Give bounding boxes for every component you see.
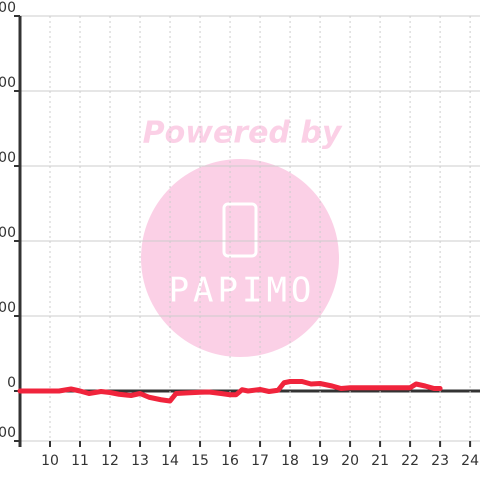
watermark-circle (141, 159, 339, 357)
x-tick-label: 14 (161, 453, 179, 469)
watermark-phone (222, 202, 258, 258)
x-tick-label: 18 (281, 453, 299, 469)
x-tick-label: 20 (341, 453, 359, 469)
x-tick-label: 22 (401, 453, 419, 469)
y-tick-label: 0 (7, 375, 16, 391)
x-tick-label: 19 (311, 453, 329, 469)
x-tick-label: 10 (41, 453, 59, 469)
x-tick-label: 24 (461, 453, 479, 469)
data-line (17, 379, 443, 404)
y-tick-label: 90,000 (0, 150, 16, 166)
y-tick-label: 60,000 (0, 225, 16, 241)
watermark: Powered by PAPIMO (141, 116, 343, 357)
x-tick-label: 21 (371, 453, 389, 469)
x-tick-label: 17 (251, 453, 269, 469)
y-tick-label: 150,000 (0, 0, 16, 16)
x-tick-label: 13 (131, 453, 149, 469)
x-tick-label: 16 (221, 453, 239, 469)
watermark-logo: PAPIMO (169, 271, 316, 311)
x-tick-label: 12 (101, 453, 119, 469)
y-tick-label: -20,000 (0, 425, 16, 441)
y-tick-label: 30,000 (0, 300, 16, 316)
watermark-text: Powered by (143, 116, 343, 151)
x-tick-label: 23 (431, 453, 449, 469)
y-tick-label: 120,000 (0, 75, 16, 91)
x-tick-label: 11 (71, 453, 89, 469)
x-tick-label: 15 (191, 453, 209, 469)
